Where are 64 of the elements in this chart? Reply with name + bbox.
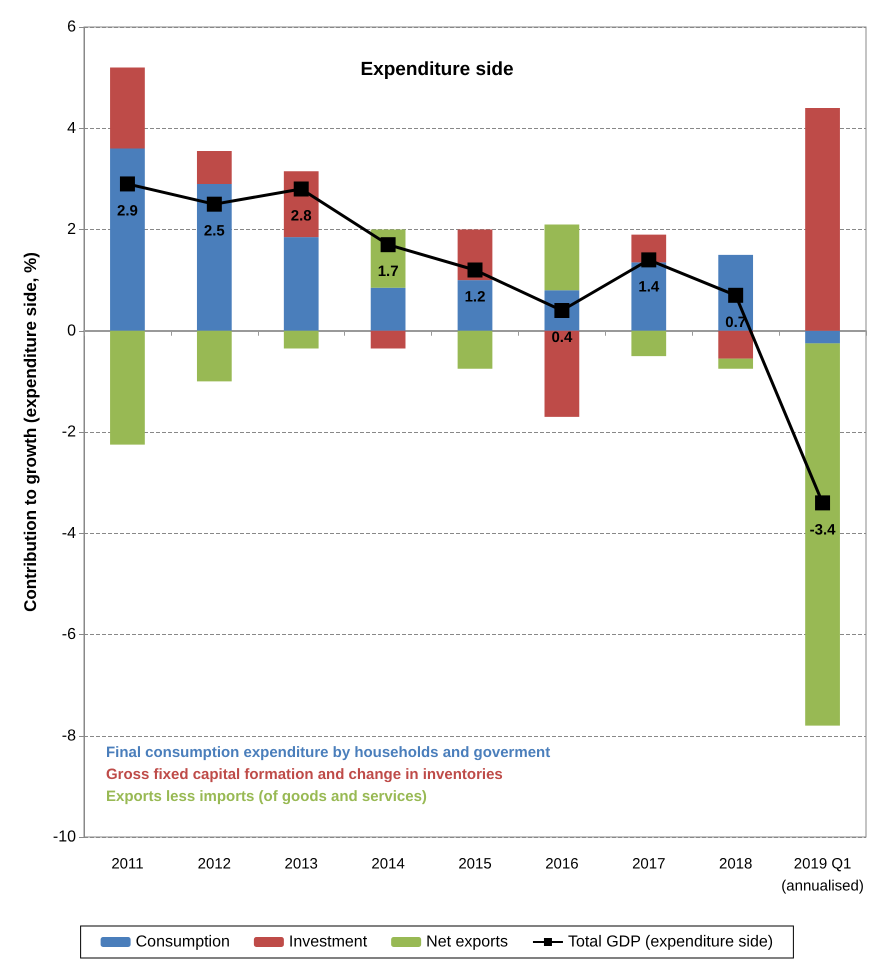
data-label: 2.9 <box>117 202 138 220</box>
data-label: 2.8 <box>290 208 312 224</box>
bar <box>196 151 232 184</box>
y-tick-label: 0 <box>67 322 76 340</box>
x-tick-label: 2013 <box>284 856 318 872</box>
bar <box>631 330 666 356</box>
data-label: 1.2 <box>464 288 486 306</box>
bar <box>718 358 754 369</box>
y-tick-label: 2 <box>67 221 76 238</box>
annotation: Gross fixed capital formation and change in inventories <box>106 766 503 783</box>
y-axis-title: Contribution to growth (expenditure side, %) <box>21 252 40 612</box>
bar <box>544 330 580 417</box>
bar <box>110 68 145 148</box>
x-tick-label: 2016 <box>545 856 579 872</box>
legend-label: Net exports <box>426 934 508 950</box>
y-tick-label: -2 <box>62 424 76 440</box>
y-tick-label: -8 <box>62 727 76 744</box>
bar <box>284 237 319 331</box>
bar <box>370 330 406 348</box>
point <box>641 252 656 268</box>
data-label: 2.5 <box>204 222 225 240</box>
bar <box>196 184 232 331</box>
point <box>120 176 135 192</box>
point <box>294 182 309 196</box>
y-tick-label: 6 <box>67 18 76 36</box>
legend-label: Consumption <box>136 934 230 950</box>
y-tick-label: 4 <box>67 120 76 137</box>
data-label: 0.4 <box>551 329 573 346</box>
x-tick-label: 2014 <box>371 856 405 872</box>
point <box>380 237 396 252</box>
data-label: 1.7 <box>378 263 399 280</box>
data-label: 1.4 <box>638 278 660 296</box>
legend-label: Total GDP (expenditure side) <box>568 934 774 950</box>
x-tick-label: 2018 <box>718 856 752 872</box>
text: Expenditure side <box>360 59 514 80</box>
bar <box>544 224 580 290</box>
y-tick-label: -4 <box>62 524 76 542</box>
y-tick-label: -6 <box>62 626 76 643</box>
annotation: Final consumption expenditure by households and goverment <box>106 744 550 761</box>
point <box>206 196 222 212</box>
annotation: Exports less imports (of goods and services) <box>106 788 427 805</box>
bar <box>805 108 840 331</box>
bar <box>458 330 492 369</box>
bar <box>370 288 406 331</box>
x-tick-label: 2011 <box>111 856 144 872</box>
bar <box>805 330 840 344</box>
y-tick-label: -10 <box>52 828 76 846</box>
data-label: -3.4 <box>810 521 836 538</box>
bar <box>458 280 492 331</box>
bar <box>718 330 754 359</box>
bar <box>196 330 232 382</box>
x-tick-label: 2019 Q1 (annualised) <box>781 856 864 894</box>
bar <box>631 262 666 331</box>
x-tick-label: 2017 <box>632 856 666 872</box>
point <box>815 495 830 510</box>
bar <box>284 330 319 348</box>
point <box>728 288 744 303</box>
x-tick-label: 2015 <box>458 856 492 872</box>
bar <box>805 343 840 726</box>
bar <box>110 148 145 331</box>
legend-label: Investment <box>288 934 368 950</box>
point <box>468 262 482 278</box>
bar <box>110 330 145 445</box>
x-tick-label: 2012 <box>198 856 232 872</box>
